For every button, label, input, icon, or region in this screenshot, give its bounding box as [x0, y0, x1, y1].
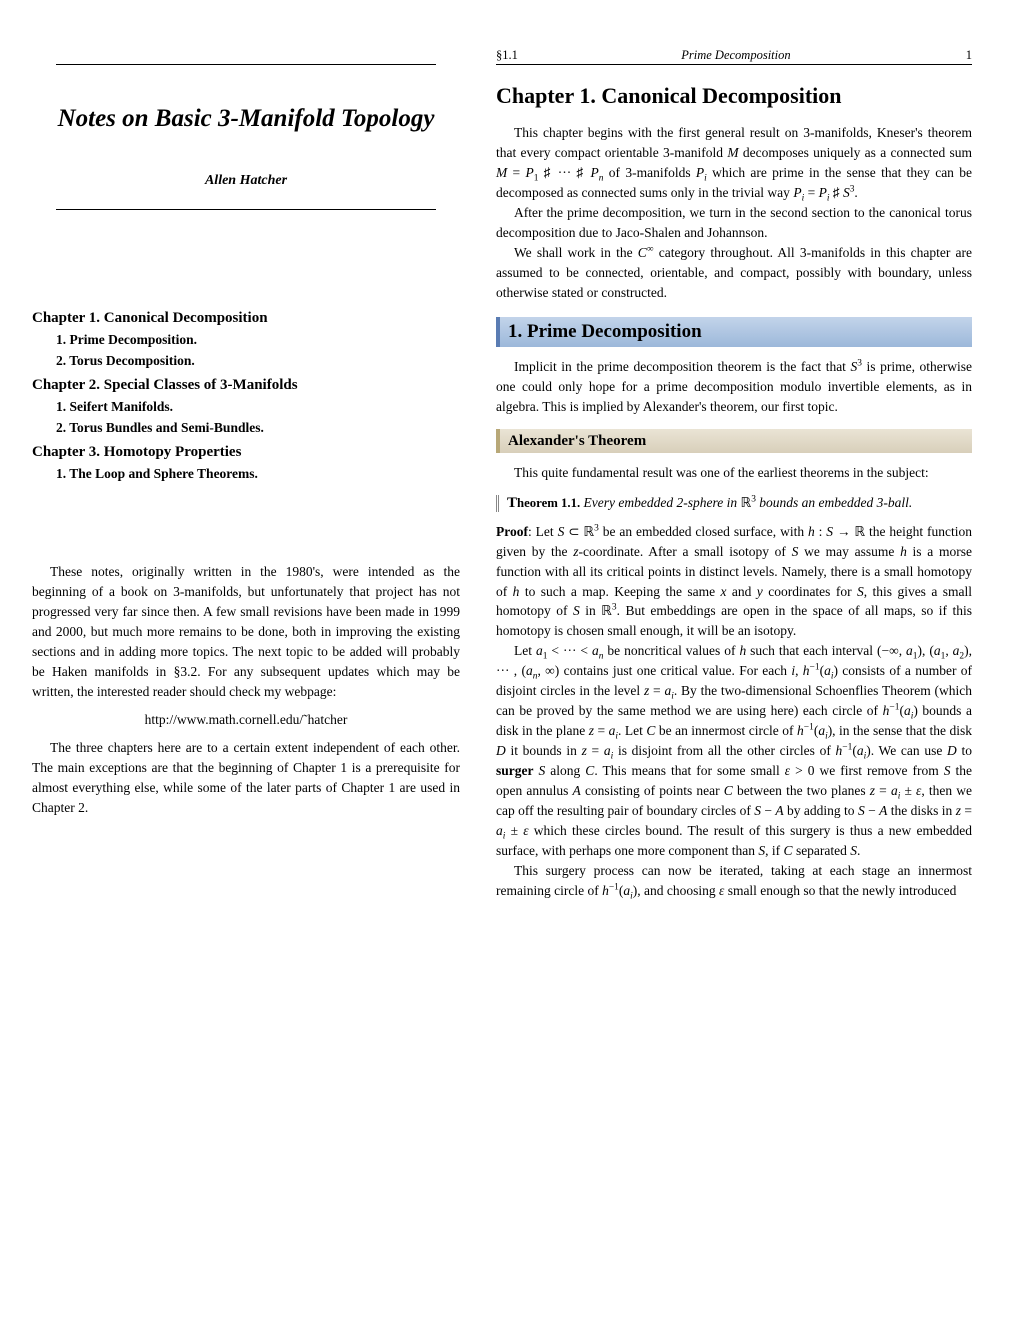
proof-body: Proof: Let S ⊂ ℝ3 be an embedded closed … — [496, 522, 972, 901]
chapter-title: Chapter 1. Canonical Decomposition — [496, 83, 972, 109]
intro-text: These notes, originally written in the 1… — [32, 562, 460, 818]
theorem-statement: bounds an embedded 3-ball. — [759, 495, 912, 510]
para: Let a1 < ··· < an be noncritical values … — [496, 641, 972, 861]
content-page-column: §1.1 Prime Decomposition 1 Chapter 1. Ca… — [484, 48, 972, 1288]
subsection-header-bar: Alexander's Theorem — [496, 429, 972, 453]
toc-section: 2. Torus Decomposition. — [56, 353, 460, 369]
subsection-title: Alexander's Theorem — [508, 433, 646, 449]
intro-para-2: The three chapters here are to a certain… — [32, 738, 460, 818]
proof-label: Proof — [496, 524, 528, 539]
webpage-url: http://www.math.cornell.edu/˜hatcher — [32, 710, 460, 730]
theorem-block: Theorem 1.1. Every embedded 2-sphere in … — [496, 495, 972, 512]
bottom-rule — [56, 209, 436, 210]
toc-chapter: Chapter 3. Homotopy Properties — [32, 444, 460, 461]
header-page-number: 1 — [954, 48, 972, 63]
section-intro: Implicit in the prime decomposition theo… — [496, 357, 972, 417]
section-title: 1. Prime Decomposition — [508, 321, 702, 342]
subsection-intro: This quite fundamental result was one of… — [496, 463, 972, 483]
para: Implicit in the prime decomposition theo… — [496, 357, 972, 417]
para: Proof: Let S ⊂ ℝ3 be an embedded closed … — [496, 522, 972, 642]
section-header-bar: 1. Prime Decomposition — [496, 317, 972, 347]
chapter-intro: This chapter begins with the first gener… — [496, 123, 972, 303]
toc-section: 1. The Loop and Sphere Theorems. — [56, 466, 460, 482]
para: After the prime decomposition, we turn i… — [496, 203, 972, 243]
para: We shall work in the C∞ category through… — [496, 243, 972, 303]
table-of-contents: Chapter 1. Canonical Decomposition 1. Pr… — [32, 310, 460, 482]
running-header: §1.1 Prime Decomposition 1 — [496, 48, 972, 65]
theorem-statement: Every embedded 2-sphere in — [584, 495, 738, 510]
intro-para-1: These notes, originally written in the 1… — [32, 562, 460, 702]
para: This surgery process can now be iterated… — [496, 861, 972, 901]
toc-section: 1. Seifert Manifolds. — [56, 399, 460, 415]
title-page-column: Notes on Basic 3-Manifold Topology Allen… — [32, 48, 484, 1288]
para: This chapter begins with the first gener… — [496, 123, 972, 203]
toc-chapter: Chapter 1. Canonical Decomposition — [32, 310, 460, 327]
top-rule — [56, 64, 436, 65]
title-block: Notes on Basic 3-Manifold Topology Allen… — [56, 105, 436, 189]
author-name: Allen Hatcher — [56, 173, 436, 189]
toc-section: 2. Torus Bundles and Semi-Bundles. — [56, 420, 460, 436]
para: This quite fundamental result was one of… — [496, 463, 972, 483]
header-section-number: §1.1 — [496, 48, 518, 63]
header-title: Prime Decomposition — [518, 48, 954, 63]
main-title: Notes on Basic 3-Manifold Topology — [56, 105, 436, 133]
toc-section: 1. Prime Decomposition. — [56, 332, 460, 348]
theorem-label: Theorem 1.1. — [507, 495, 580, 511]
toc-chapter: Chapter 2. Special Classes of 3-Manifold… — [32, 377, 460, 394]
